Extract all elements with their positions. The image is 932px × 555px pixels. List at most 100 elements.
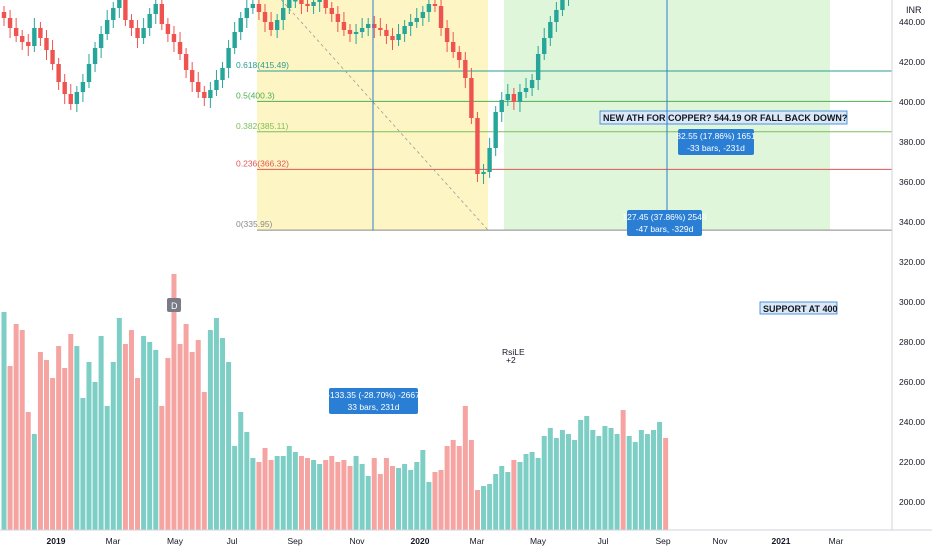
volume-bar [7, 366, 13, 530]
candle-body [68, 94, 73, 104]
volume-bar [408, 470, 414, 530]
volume-bar [286, 446, 292, 530]
measure-box [627, 210, 702, 236]
y-tick-label: 200.00 [899, 497, 925, 507]
volume-bar [450, 440, 456, 530]
x-tick-label: Mar [829, 536, 844, 546]
candle-body [111, 8, 116, 20]
candle-body [402, 26, 407, 34]
measure-text: 33 bars, 231d [348, 402, 400, 412]
candle-body [529, 80, 535, 88]
y-tick-label: 440.00 [899, 17, 925, 27]
volume-bar [566, 434, 572, 530]
volume-bar [420, 450, 426, 530]
volume-bar [547, 428, 553, 530]
candle-body [323, 0, 328, 8]
rsi-label: RsiLE [502, 347, 525, 357]
candle-body [523, 88, 529, 92]
volume-bar [657, 422, 663, 530]
volume-bar [323, 460, 329, 530]
volume-bar [383, 458, 389, 530]
volume-bar [43, 360, 49, 530]
candle-body [117, 0, 122, 8]
candle-body [74, 92, 80, 104]
candle-body [335, 14, 341, 22]
volume-bar [62, 368, 68, 530]
candle-body [293, 0, 298, 2]
volume-bar [650, 430, 656, 530]
title-text: NEW ATH FOR COPPER? 544.19 OR FALL BACK … [603, 113, 847, 123]
candle-body [165, 24, 171, 34]
candle-body [26, 42, 31, 46]
candle-body [329, 8, 334, 14]
candle-body [457, 52, 462, 60]
candle-body [238, 18, 243, 32]
y-tick-label: 400.00 [899, 97, 925, 107]
y-tick-label: 320.00 [899, 257, 925, 267]
candle-body [287, 0, 292, 8]
candle-body [159, 4, 165, 24]
volume-bar [365, 476, 371, 530]
volume-bar [104, 406, 110, 530]
volume-bar [98, 336, 104, 530]
volume-bar [468, 440, 474, 530]
candle-body [347, 30, 353, 34]
x-tick-label: 2021 [772, 536, 791, 546]
volume-bar [663, 438, 669, 530]
candle-body [481, 172, 486, 174]
candle-body [7, 18, 13, 28]
measure-text: -133.35 (-28.70%) -2667 [327, 390, 420, 400]
volume-bar [274, 456, 280, 530]
volume-bar [250, 458, 256, 530]
volume-bar [19, 330, 25, 530]
volume-bar [135, 378, 141, 530]
volume-bar [474, 490, 480, 530]
volume-bar [153, 350, 159, 530]
volume-bar [110, 362, 116, 530]
fib-label: 0.5(400.3) [236, 90, 275, 100]
volume-bar [426, 482, 432, 530]
measure-text: -33 bars, -231d [687, 143, 745, 153]
volume-bar [432, 472, 438, 530]
volume-bar [171, 274, 177, 530]
volume-bar [147, 342, 153, 530]
candle-body [281, 8, 286, 20]
candle-body [86, 64, 92, 82]
candle-body [487, 148, 492, 172]
volume-bar [56, 346, 62, 530]
y-tick-label: 360.00 [899, 177, 925, 187]
candle-body [13, 28, 19, 36]
candle-body [493, 112, 498, 148]
candle-body [554, 10, 559, 22]
volume-bar [80, 398, 86, 530]
volume-bar [389, 466, 395, 530]
candle-body [548, 22, 553, 38]
candle-body [359, 28, 365, 32]
title-box [599, 110, 848, 125]
volume-bar [92, 382, 98, 530]
candle-body [196, 82, 201, 92]
candle-body [244, 8, 249, 18]
volume-bar [644, 434, 650, 530]
candle-body [432, 4, 438, 6]
volume-bar [341, 460, 347, 530]
candle-body [250, 4, 256, 8]
volume-bar [638, 430, 644, 530]
candle-body [353, 32, 359, 34]
volume-bar [298, 456, 304, 530]
volume-bar [201, 392, 207, 530]
volume-bar [456, 446, 462, 530]
candle-body [438, 6, 444, 28]
volume-bar [614, 434, 620, 530]
candle-body [202, 92, 207, 98]
candle-body [463, 60, 468, 78]
volume-bar [159, 406, 165, 530]
fib-label: 0(335.95) [236, 219, 273, 229]
volume-bar [596, 436, 602, 530]
y-tick-label: 300.00 [899, 297, 925, 307]
candle-body [420, 12, 426, 18]
support-text: SUPPORT AT 400 [763, 304, 838, 314]
candle-body [262, 12, 268, 22]
